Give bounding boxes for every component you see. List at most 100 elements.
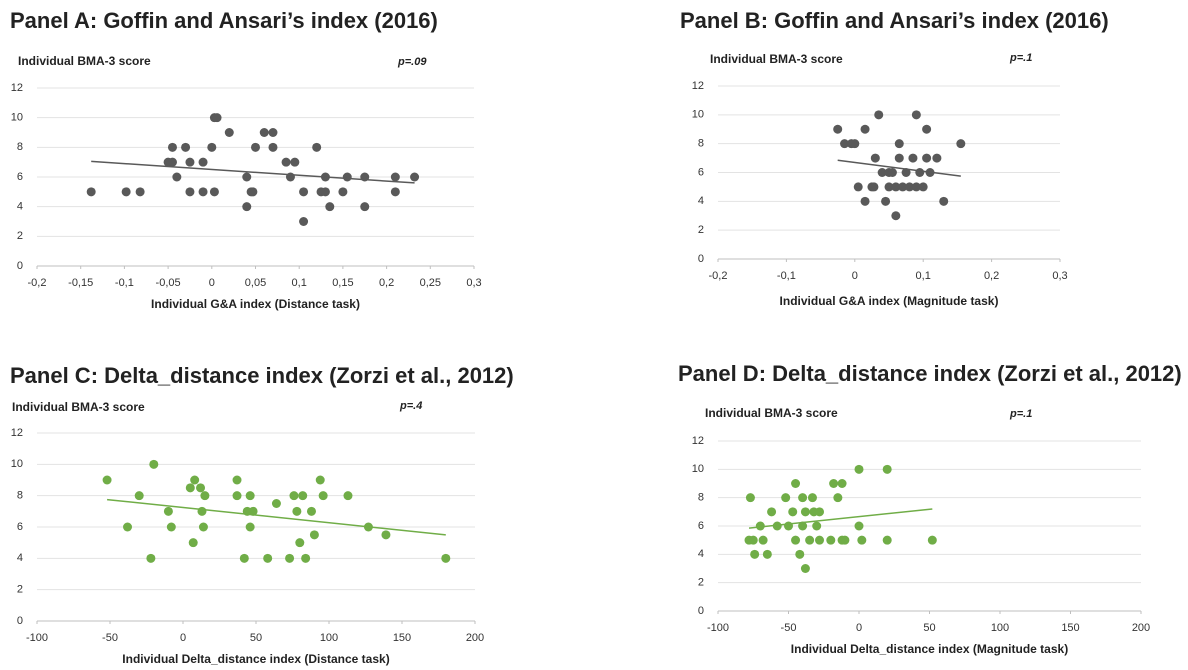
data-point <box>758 535 768 545</box>
y-axis-label: Individual BMA-3 score <box>18 54 151 68</box>
data-point <box>798 521 808 531</box>
y-tick-label: 2 <box>698 577 704 589</box>
data-point <box>163 506 173 516</box>
x-tick-label: 0 <box>209 277 215 289</box>
data-point <box>298 491 308 501</box>
x-tick-label: 100 <box>320 632 338 644</box>
data-point <box>198 157 208 167</box>
data-point <box>881 196 891 206</box>
data-point <box>185 157 195 167</box>
data-point <box>894 139 904 149</box>
data-point <box>815 535 825 545</box>
y-tick-label: 12 <box>692 80 704 92</box>
data-point <box>299 217 309 226</box>
data-point <box>826 535 836 545</box>
y-tick-label: 2 <box>698 224 704 236</box>
data-point <box>295 538 305 548</box>
data-point <box>390 187 400 197</box>
data-point <box>123 522 133 532</box>
p-value: p=.09 <box>397 56 427 68</box>
y-tick-label: 2 <box>17 584 23 596</box>
data-point <box>232 475 242 485</box>
data-point <box>146 553 156 563</box>
x-tick-label: -0,2 <box>28 277 47 289</box>
data-point <box>320 187 330 197</box>
x-tick-label: 0,25 <box>420 277 441 289</box>
x-tick-label: 100 <box>991 622 1009 634</box>
x-tick-label: 0 <box>180 632 186 644</box>
data-point <box>172 172 182 182</box>
data-point <box>242 172 252 182</box>
data-point <box>877 168 887 177</box>
y-tick-label: 0 <box>17 615 23 627</box>
data-point <box>833 124 843 134</box>
data-point <box>911 110 921 120</box>
data-point <box>927 535 937 545</box>
x-tick-label: 50 <box>250 632 262 644</box>
data-point <box>874 110 884 120</box>
data-point <box>767 507 777 517</box>
data-point <box>200 491 210 501</box>
p-value: p=.1 <box>1009 408 1032 420</box>
p-value: p=.4 <box>399 400 422 412</box>
data-point <box>840 535 850 545</box>
x-axis-label: Individual G&A index (Distance task) <box>151 297 360 311</box>
data-point <box>781 493 791 503</box>
data-point <box>289 491 299 501</box>
data-point <box>149 459 159 469</box>
data-point <box>887 168 897 177</box>
data-point <box>190 475 200 485</box>
x-tick-label: 0,1 <box>292 277 307 289</box>
data-point <box>807 493 817 503</box>
data-point <box>181 142 191 152</box>
data-point <box>198 187 208 197</box>
data-point <box>242 202 252 212</box>
data-point <box>894 153 904 163</box>
data-point <box>829 479 839 488</box>
data-point <box>167 142 177 152</box>
panel-title: Panel D: Delta_distance index (Zorzi et … <box>678 361 1182 386</box>
y-tick-label: 10 <box>692 463 704 475</box>
y-tick-label: 6 <box>17 521 23 533</box>
data-point <box>854 464 864 474</box>
data-point <box>800 507 810 517</box>
y-tick-label: 8 <box>17 490 23 502</box>
data-point <box>196 483 206 493</box>
data-point <box>860 124 870 134</box>
data-point <box>750 549 760 559</box>
data-point <box>869 182 879 192</box>
data-point <box>135 187 145 197</box>
y-tick-label: 6 <box>698 166 704 178</box>
x-tick-label: -0,2 <box>709 270 728 282</box>
y-tick-label: 12 <box>692 435 704 447</box>
data-point <box>285 553 295 563</box>
x-tick-label: -100 <box>26 632 48 644</box>
y-tick-label: 10 <box>11 112 23 124</box>
data-point <box>245 491 255 501</box>
data-point <box>860 196 870 206</box>
data-point <box>815 507 825 517</box>
panel-title: Panel B: Goffin and Ansari’s index (2016… <box>680 8 1109 33</box>
data-point <box>268 128 278 137</box>
data-point <box>248 187 258 197</box>
y-tick-label: 2 <box>17 230 23 242</box>
data-point <box>343 491 353 501</box>
data-point <box>908 153 918 163</box>
data-point <box>239 553 249 563</box>
data-point <box>791 535 801 545</box>
x-tick-label: 0,15 <box>332 277 353 289</box>
panel-title: Panel C: Delta_distance index (Zorzi et … <box>10 363 514 388</box>
data-point <box>301 553 311 563</box>
x-tick-label: 200 <box>1132 622 1150 634</box>
data-point <box>290 157 300 167</box>
panel-title: Panel A: Goffin and Ansari’s index (2016… <box>10 8 438 33</box>
y-tick-label: 4 <box>698 195 704 207</box>
data-point <box>805 535 815 545</box>
data-point <box>292 506 302 516</box>
data-point <box>891 182 901 192</box>
data-point <box>882 535 892 545</box>
y-tick-label: 0 <box>17 260 23 272</box>
data-point <box>891 211 901 221</box>
data-point <box>134 491 144 501</box>
data-point <box>198 522 208 532</box>
